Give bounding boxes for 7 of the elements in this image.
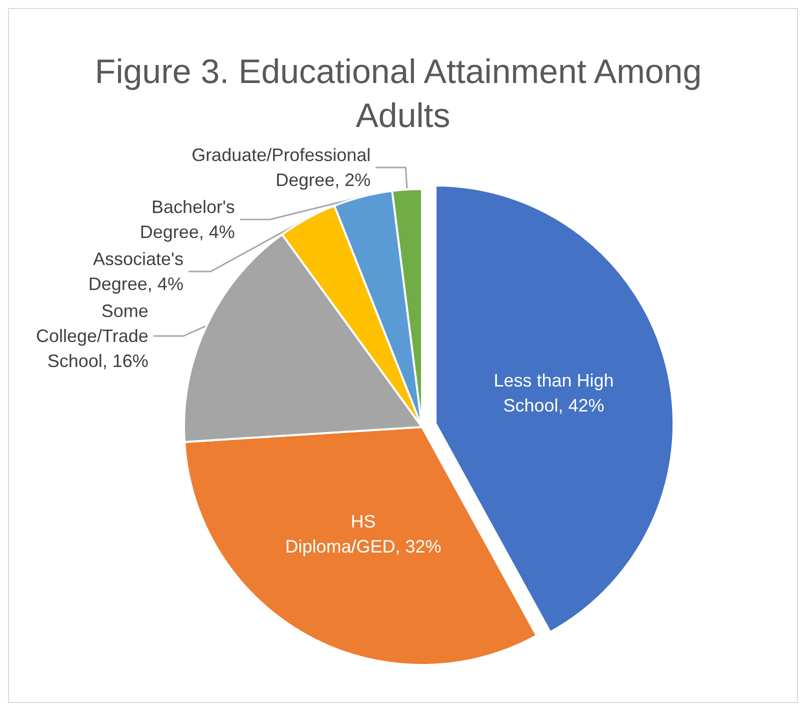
slice-label: Less than High School, 42% bbox=[494, 370, 614, 416]
slice-label: Associate's Degree, 4% bbox=[88, 249, 184, 294]
chart-title: Figure 3. Educational Attainment Among Adults bbox=[94, 53, 712, 135]
slice-label: Bachelor's Degree, 4% bbox=[140, 197, 235, 242]
slice-label: HS Diploma/GED, 32% bbox=[285, 511, 442, 556]
slice-label: Graduate/Professional Degree, 2% bbox=[192, 145, 371, 190]
slice-label: Some College/Trade School, 16% bbox=[36, 301, 148, 372]
